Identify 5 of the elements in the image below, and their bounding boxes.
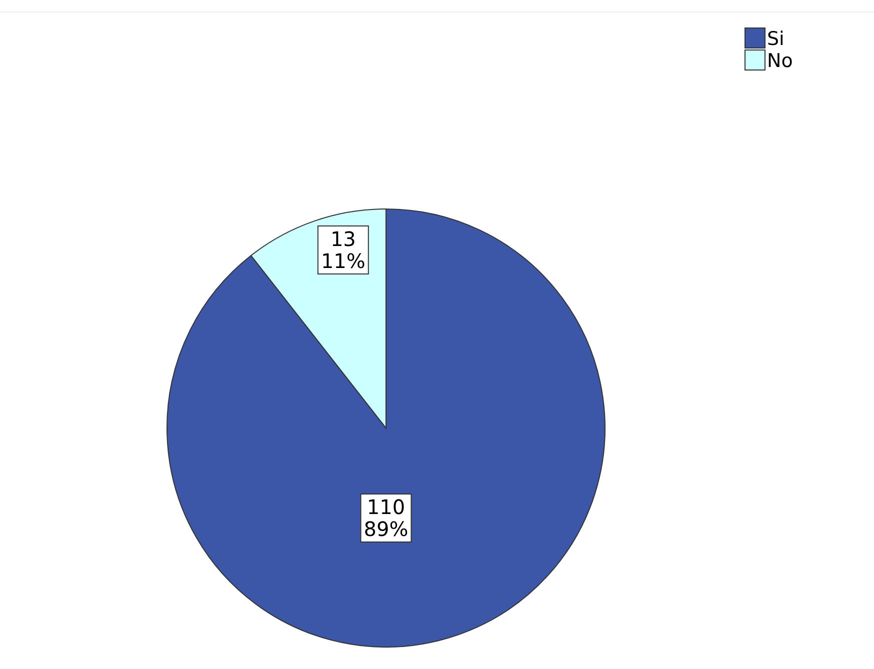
legend-label: Si: [767, 28, 784, 50]
data-label: 110 89%: [364, 495, 408, 541]
data-label: 13 11%: [320, 226, 366, 273]
legend-label: No: [767, 50, 793, 72]
pie-slice: [166, 208, 606, 648]
